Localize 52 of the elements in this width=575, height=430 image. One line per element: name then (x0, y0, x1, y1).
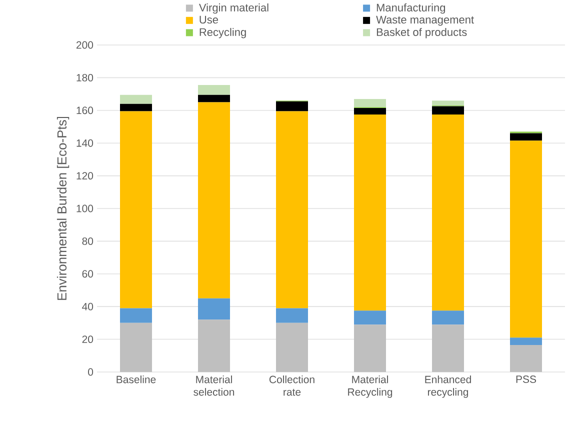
bar (120, 322, 152, 372)
bar (432, 106, 464, 114)
bar (354, 98, 386, 108)
bar (354, 324, 386, 372)
legend-label: Basket of products (376, 28, 467, 38)
y-tick-label: 160 (76, 106, 94, 114)
bar (120, 94, 152, 104)
bar (120, 308, 152, 323)
bar (198, 94, 230, 102)
y-tick-label: 200 (76, 41, 94, 49)
bar (276, 111, 308, 308)
x-tick-label: Material selection (194, 376, 234, 396)
legend-label: Waste management (376, 16, 474, 26)
x-tick-label: Baseline (116, 376, 156, 384)
bar (432, 310, 464, 325)
y-tick-label: 140 (76, 139, 94, 147)
y-tick-label: 40 (82, 302, 94, 310)
bar (432, 100, 464, 106)
x-tick-label: Material Recycling (348, 376, 392, 398)
y-tick-label: 120 (76, 172, 94, 180)
legend-label: Recycling (200, 28, 246, 38)
y-tick-label: 180 (76, 74, 94, 82)
bar (432, 114, 464, 311)
legend-label: Use (200, 16, 218, 24)
bar (510, 140, 542, 338)
bar (198, 298, 230, 320)
bar (276, 308, 308, 323)
bar (510, 345, 542, 372)
bar (198, 320, 230, 372)
bar (510, 338, 542, 346)
bar (198, 102, 230, 298)
y-tick-label: 20 (82, 336, 94, 344)
y-axis-title: Environmental Burden [Eco-Pts] (56, 116, 70, 300)
x-tick-label: Enhanced recycling (425, 376, 471, 398)
bar (276, 322, 308, 372)
y-tick-label: 100 (76, 204, 94, 212)
y-tick-label: 60 (82, 270, 94, 278)
y-tick-label: 0 (88, 368, 94, 376)
bar (276, 101, 308, 112)
bar (432, 324, 464, 372)
bar (198, 85, 230, 95)
bar (510, 133, 542, 141)
bar (354, 310, 386, 325)
legend-label: Manufacturing (376, 3, 446, 14)
bar (354, 114, 386, 311)
x-tick-label: PSS (516, 376, 536, 383)
bar (120, 104, 152, 112)
legend-label: Virgin material (198, 3, 268, 14)
x-tick-label: Collection rate (269, 376, 314, 396)
bar (354, 108, 386, 114)
y-tick-label: 80 (82, 237, 94, 245)
bar (120, 111, 152, 308)
